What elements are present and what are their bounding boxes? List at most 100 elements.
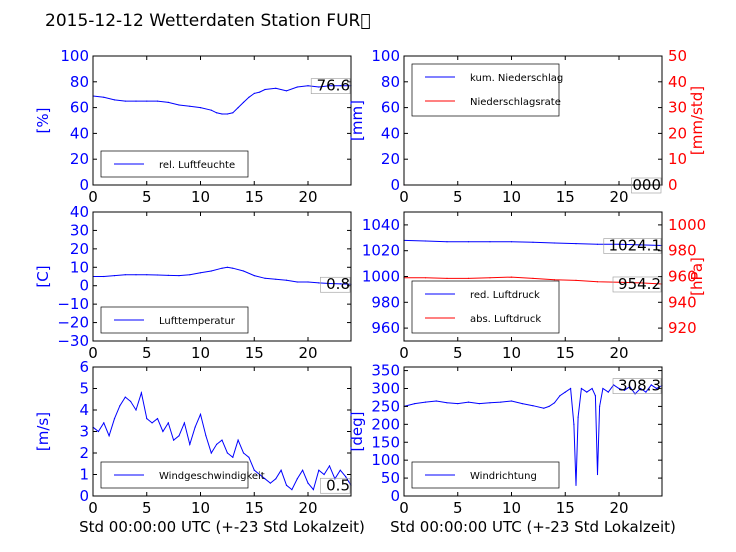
data-point xyxy=(424,401,427,403)
x-tick-label: 5 xyxy=(453,499,463,517)
data-point xyxy=(167,274,169,276)
data-point xyxy=(248,96,250,98)
data-point xyxy=(189,274,191,276)
x-tick-label: 10 xyxy=(191,499,210,517)
data-point xyxy=(580,387,583,390)
last-value-box xyxy=(320,276,351,293)
data-point xyxy=(543,407,545,409)
data-point xyxy=(575,484,577,486)
x-tick-label: 0 xyxy=(88,344,98,362)
plot-frame xyxy=(403,366,663,497)
data-point xyxy=(156,274,159,276)
last-value-label-upper: 1024.1 xyxy=(609,237,662,255)
y-tick-label: 3 xyxy=(79,423,89,441)
data-point xyxy=(237,107,239,109)
legend-entry: Windgeschwindigkeit xyxy=(159,471,265,482)
y2-tick-label: 40 xyxy=(668,73,687,91)
y2-tick-label: 980 xyxy=(668,242,697,260)
chart-panel-humidity: 0 5 10 15 20 0 20 40 60 80 100 [%] 76.6 rel. Luftfeuc… xyxy=(34,47,352,206)
data-point xyxy=(607,391,609,393)
data-point xyxy=(291,489,293,491)
data-point xyxy=(296,281,298,283)
y-tick-label: 100 xyxy=(371,451,400,469)
y-tick-label: 100 xyxy=(371,47,400,65)
y2-tick-label: 30 xyxy=(668,99,687,117)
y-tick-label: −20 xyxy=(57,314,89,332)
y-tick-label: 200 xyxy=(371,415,400,433)
y-tick-label: 300 xyxy=(371,380,400,398)
x-tick-label: 20 xyxy=(298,499,317,517)
data-point xyxy=(564,391,566,393)
y-tick-label: 30 xyxy=(70,221,89,239)
last-value-label: 76.6 xyxy=(317,77,350,95)
data-point xyxy=(264,88,266,91)
data-point xyxy=(113,418,116,420)
y-tick-label: 20 xyxy=(70,150,89,168)
data-point xyxy=(264,478,266,480)
last-value-box xyxy=(320,477,351,494)
data-point xyxy=(623,389,626,391)
data-point xyxy=(146,418,148,420)
data-point xyxy=(424,277,427,279)
data-point xyxy=(645,391,647,393)
data-point xyxy=(599,405,601,407)
data-point xyxy=(596,473,599,476)
y-axis-label: [m/s] xyxy=(34,412,52,451)
y-tick-label: 60 xyxy=(70,99,89,117)
data-point xyxy=(457,403,459,405)
data-point xyxy=(339,85,341,87)
y2-tick-label: 10 xyxy=(668,150,687,168)
data-point xyxy=(253,275,255,277)
legend-entry: rel. Luftfeuchte xyxy=(159,160,235,171)
data-point xyxy=(189,443,191,445)
legend-entry: Windrichtung xyxy=(470,471,537,482)
data-point xyxy=(296,86,298,88)
data-point xyxy=(253,469,255,471)
data-point xyxy=(178,435,180,437)
y-tick-label: 100 xyxy=(60,47,89,65)
data-point xyxy=(478,403,480,405)
y-tick-label: 6 xyxy=(79,358,89,376)
series-line-temperature-0 xyxy=(93,266,352,285)
data-point xyxy=(178,275,180,277)
x-tick-label: 10 xyxy=(191,344,210,362)
figure-title: 2015-12-12 Wetterdaten Station FUR  xyxy=(45,11,371,31)
data-point xyxy=(97,430,99,433)
last-value-label: 308.3 xyxy=(618,377,661,395)
legend-entry: kum. Niederschlag xyxy=(470,73,563,84)
data-point xyxy=(275,478,277,480)
data-point xyxy=(467,401,470,403)
data-point xyxy=(553,402,556,404)
data-point xyxy=(586,391,588,393)
x-tick-label: 20 xyxy=(609,344,628,362)
data-point xyxy=(318,86,320,88)
x-tick-label: 10 xyxy=(191,188,210,206)
data-point xyxy=(259,91,261,93)
data-point xyxy=(307,281,309,283)
data-point xyxy=(532,405,534,407)
y-tick-label: 0 xyxy=(79,487,89,505)
x-tick-label: 20 xyxy=(609,188,628,206)
last-value-box xyxy=(631,177,662,194)
last-value-box xyxy=(310,78,351,94)
data-point xyxy=(242,270,245,272)
data-point xyxy=(510,276,513,278)
y-tick-label: 5 xyxy=(79,380,89,398)
data-point xyxy=(285,484,288,486)
x-tick-label: 5 xyxy=(453,188,463,206)
data-point xyxy=(156,418,159,420)
chart-panel-precipitation: 0 5 10 15 20 0 20 40 60 80 100 0 10 20 30 40 50 [mm/std] [… xyxy=(348,47,706,206)
data-point xyxy=(532,277,534,279)
data-point xyxy=(216,112,218,114)
data-point xyxy=(178,104,180,106)
data-point xyxy=(629,386,631,388)
data-point xyxy=(639,244,642,246)
data-point xyxy=(113,99,116,101)
data-point xyxy=(253,92,255,94)
data-point xyxy=(521,403,523,405)
x-tick-label: 15 xyxy=(556,188,575,206)
data-point xyxy=(559,395,561,397)
data-point xyxy=(124,100,126,102)
